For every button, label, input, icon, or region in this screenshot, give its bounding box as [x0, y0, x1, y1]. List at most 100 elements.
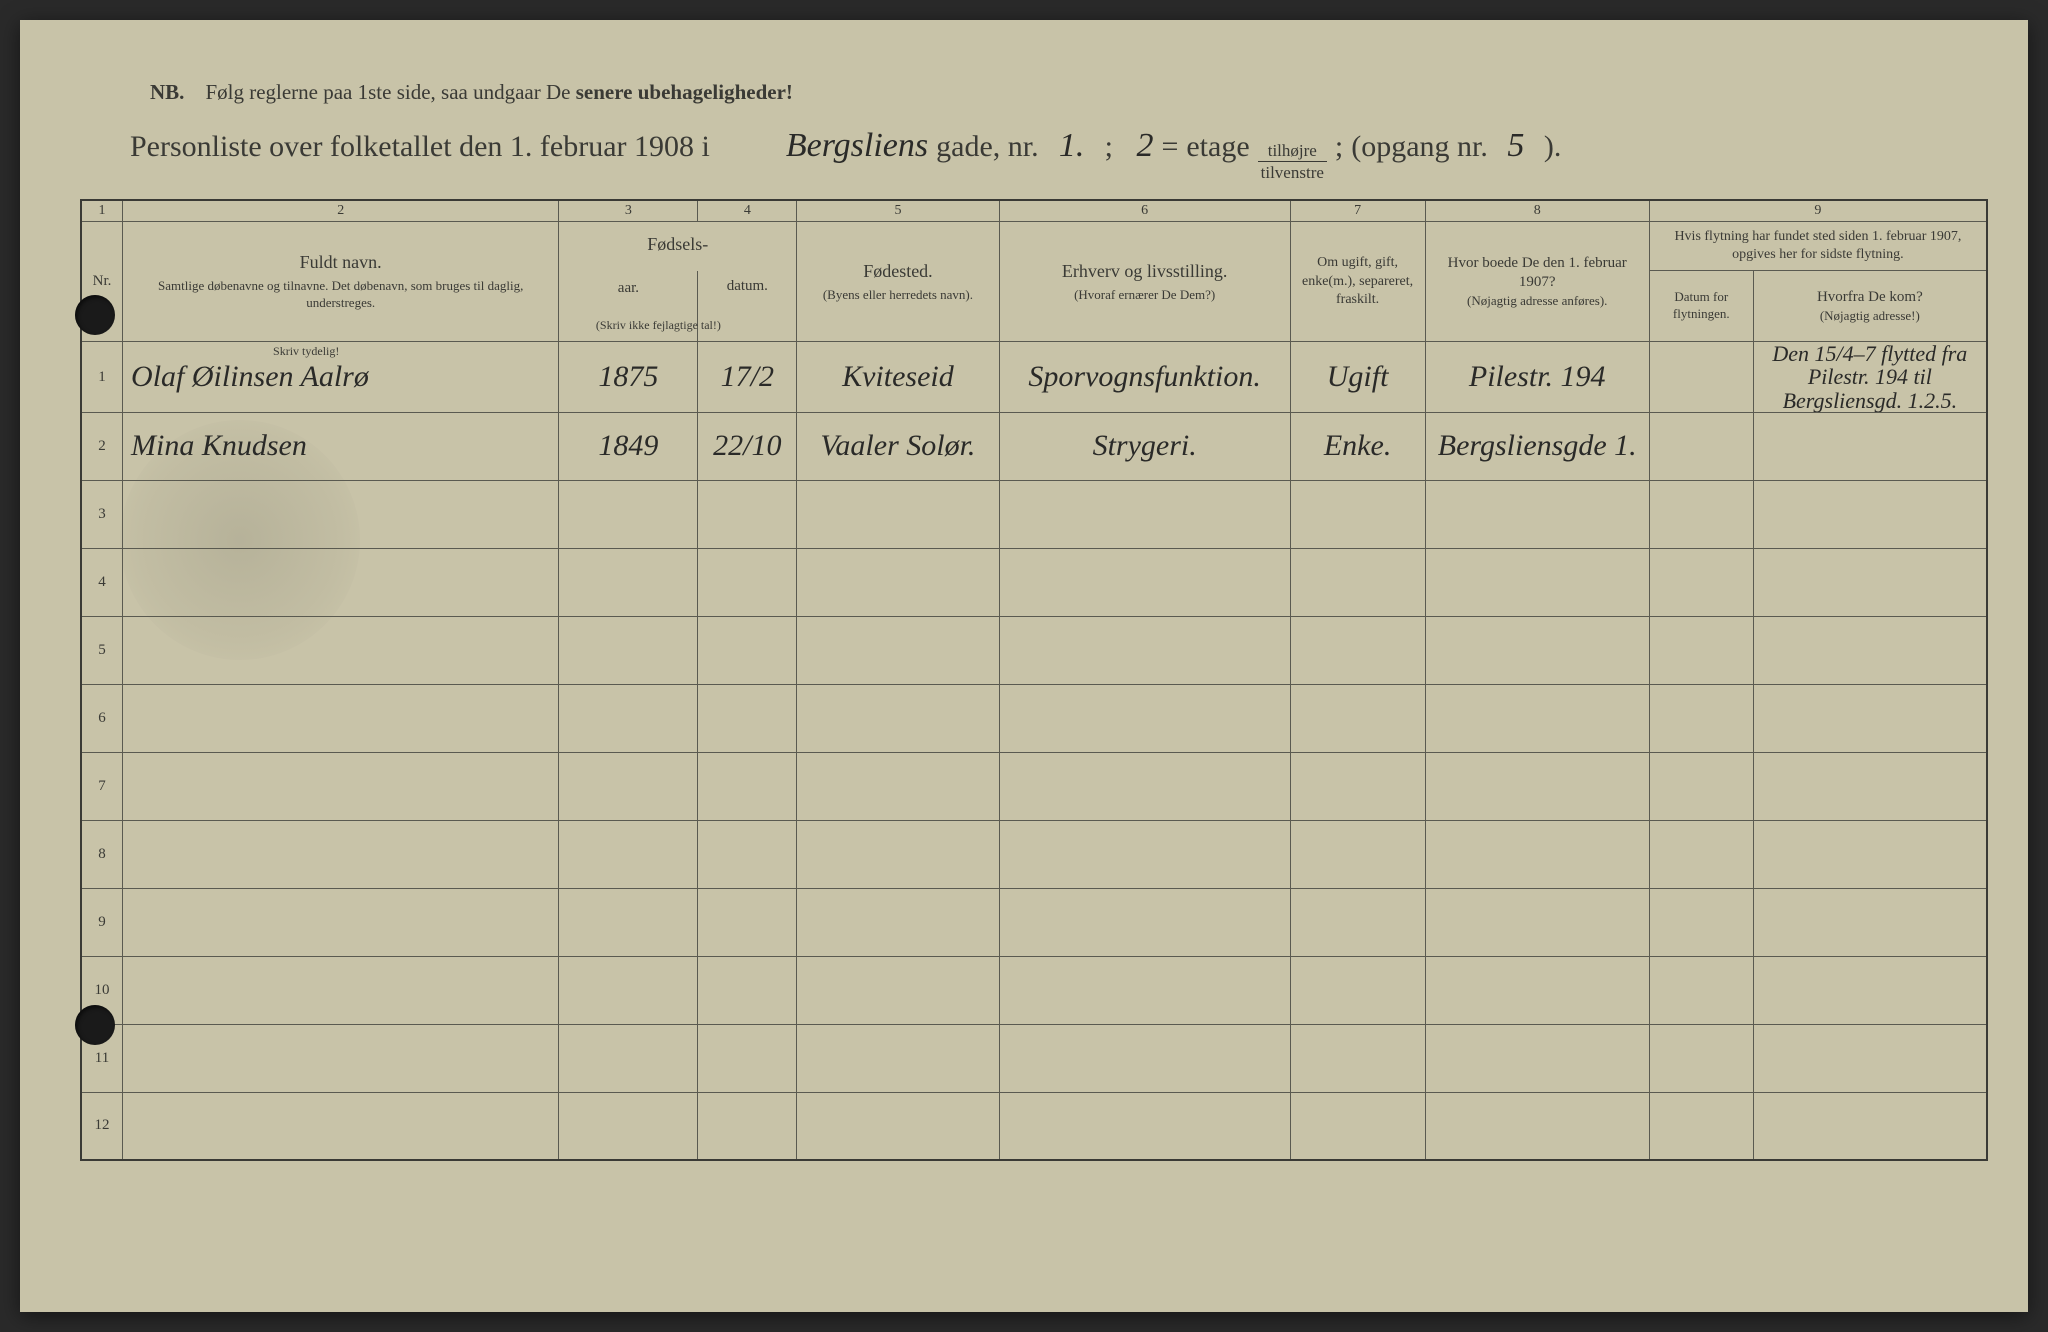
datum: datum. [727, 278, 768, 294]
cell-status [1290, 820, 1425, 888]
occ-main: Erhverv og livsstilling. [1004, 260, 1286, 283]
cell-year [559, 548, 698, 616]
cell-name [123, 956, 559, 1024]
cell-name: Skriv tydelig!Olaf Øilinsen Aalrø [123, 342, 559, 412]
cell-birthplace [797, 820, 1000, 888]
colnum: 3 [559, 200, 698, 222]
cell-prev-address [1425, 1092, 1649, 1160]
side-sep: ; [1335, 130, 1343, 164]
cell-date [698, 684, 797, 752]
cell-move-date [1649, 480, 1753, 548]
cell-birthplace [797, 752, 1000, 820]
cell-prev-address [1425, 684, 1649, 752]
opgang-handwritten: 5 [1496, 127, 1536, 165]
table-row: 11 [81, 1024, 1987, 1092]
cell-birthplace [797, 956, 1000, 1024]
place-main: Fødested. [801, 260, 995, 283]
table-row: 7 [81, 752, 1987, 820]
cell-name: Mina Knudsen [123, 412, 559, 480]
name-sub: Samtlige døbenavne og tilnavne. Det døbe… [127, 278, 554, 312]
cell-prev-address [1425, 752, 1649, 820]
cell-move-from [1753, 412, 1987, 480]
cell-move-date [1649, 342, 1753, 412]
col-movedate-header: Datum for flytningen. [1649, 271, 1753, 342]
cell-date [698, 1092, 797, 1160]
cell-prev-address [1425, 548, 1649, 616]
cell-status [1290, 684, 1425, 752]
cell-occupation: Strygeri. [999, 412, 1290, 480]
cell-status [1290, 548, 1425, 616]
row-number: 5 [81, 616, 123, 684]
cell-status: Ugift [1290, 342, 1425, 412]
cell-status [1290, 480, 1425, 548]
cell-date: 17/2 [698, 342, 797, 412]
cell-status: Enke. [1290, 412, 1425, 480]
cell-year [559, 956, 698, 1024]
street-handwritten: Bergsliens [786, 127, 928, 165]
opgang-suffix: ). [1544, 130, 1562, 164]
table-row: 4 [81, 548, 1987, 616]
cell-year [559, 684, 698, 752]
cell-status [1290, 1024, 1425, 1092]
colnum: 7 [1290, 200, 1425, 222]
cell-status [1290, 888, 1425, 956]
colnum: 9 [1649, 200, 1987, 222]
cell-name [123, 752, 559, 820]
cell-birthplace [797, 616, 1000, 684]
cell-move-date [1649, 684, 1753, 752]
row-number: 4 [81, 548, 123, 616]
cell-prev-address [1425, 888, 1649, 956]
col-occ-header: Erhverv og livsstilling. (Hvoraf ernærer… [999, 222, 1290, 342]
col-place-header: Fødested. (Byens eller herredets navn). [797, 222, 1000, 342]
cell-date [698, 820, 797, 888]
cell-birthplace: Vaaler Solør. [797, 412, 1000, 480]
cell-year [559, 820, 698, 888]
cell-occupation [999, 1092, 1290, 1160]
cell-move-date [1649, 888, 1753, 956]
cell-occupation [999, 956, 1290, 1024]
cell-year [559, 752, 698, 820]
cell-year: 1875 [559, 342, 698, 412]
cell-move-from [1753, 684, 1987, 752]
row-number: 12 [81, 1092, 123, 1160]
cell-birthplace [797, 1092, 1000, 1160]
table-row: 6 [81, 684, 1987, 752]
opgang-prefix: (opgang nr. [1351, 130, 1488, 164]
table-head: 1 2 3 4 5 6 7 8 9 Nr. Fuldt navn. Samtli… [81, 200, 1987, 342]
place-sub: (Byens eller herredets navn). [801, 287, 995, 304]
cell-birthplace [797, 548, 1000, 616]
etage-handwritten: 2 [1136, 127, 1153, 165]
cell-move-from [1753, 956, 1987, 1024]
etage-sep: = [1161, 130, 1178, 164]
cell-status [1290, 1092, 1425, 1160]
cell-occupation [999, 548, 1290, 616]
cell-move-date [1649, 956, 1753, 1024]
cell-birthplace [797, 480, 1000, 548]
hint-skriv-tydelig: Skriv tydelig! [273, 344, 339, 359]
cell-prev-address: Pilestr. 194 [1425, 342, 1649, 412]
title-prefix: Personliste over folketallet den 1. febr… [130, 130, 710, 164]
cell-year: 1849 [559, 412, 698, 480]
side-bot: tilvenstre [1258, 162, 1327, 181]
cell-occupation [999, 752, 1290, 820]
move-from-main: Hvorfra De kom? [1758, 288, 1982, 308]
census-page: NB. Følg reglerne paa 1ste side, saa und… [20, 20, 2028, 1312]
cell-move-date [1649, 820, 1753, 888]
title-line: Personliste over folketallet den 1. febr… [130, 127, 1988, 181]
colnum: 8 [1425, 200, 1649, 222]
cell-move-from [1753, 616, 1987, 684]
cell-prev-address [1425, 820, 1649, 888]
cell-occupation [999, 684, 1290, 752]
colnum: 4 [698, 200, 797, 222]
table-row: 10 [81, 956, 1987, 1024]
cell-name [123, 684, 559, 752]
row-number: 7 [81, 752, 123, 820]
cell-move-date [1649, 412, 1753, 480]
cell-occupation [999, 820, 1290, 888]
cell-name [123, 548, 559, 616]
table-row: 1✓Skriv tydelig!Olaf Øilinsen Aalrø18751… [81, 342, 1987, 412]
row-number: 10 [81, 956, 123, 1024]
cell-name [123, 1024, 559, 1092]
cell-name [123, 1092, 559, 1160]
move-date: Datum for flytningen. [1654, 289, 1749, 323]
